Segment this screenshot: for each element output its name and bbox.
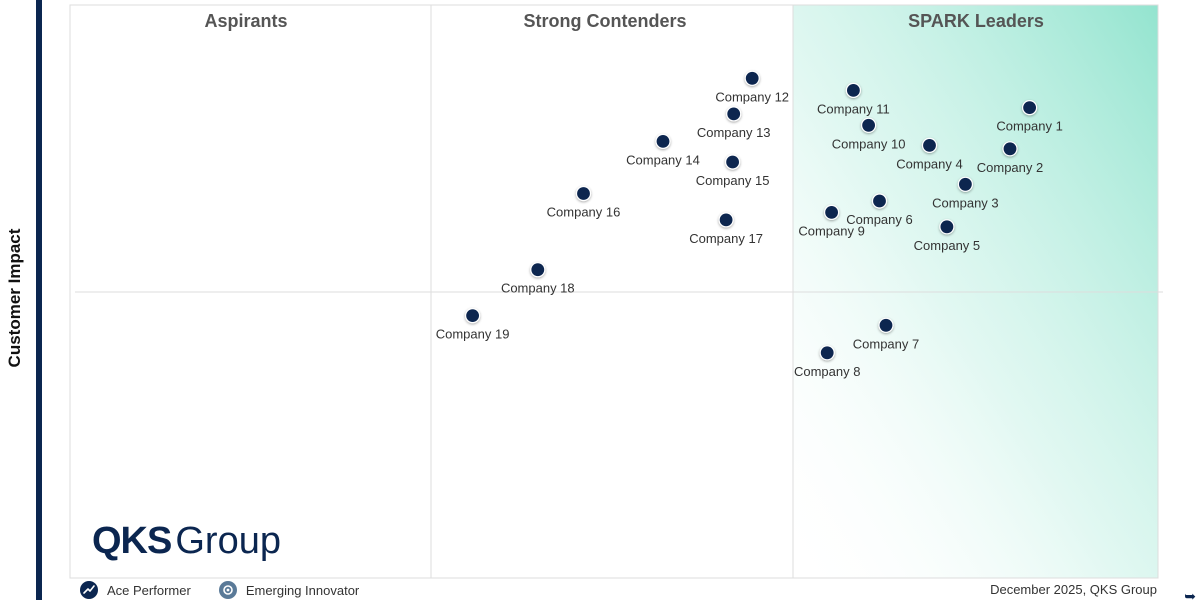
point-company-11[interactable] <box>845 82 862 99</box>
point-company-6[interactable] <box>871 193 888 209</box>
point-company-4[interactable] <box>921 137 938 153</box>
point-company-18[interactable] <box>530 262 546 278</box>
point-company-17[interactable] <box>718 212 734 228</box>
points-layer: Company 1 Company 2 Company 3 Company 4 Comp… <box>436 70 1063 379</box>
logo-bold-text: QKS <box>92 520 172 562</box>
label-company-10: Company 10 <box>832 136 906 151</box>
legend-item-ace-performer: Ace Performer <box>80 581 191 599</box>
point-company-15[interactable] <box>724 154 741 170</box>
label-company-16: Company 16 <box>547 205 621 220</box>
point-company-13[interactable] <box>726 106 742 122</box>
point-company-14[interactable] <box>655 133 671 149</box>
trend-up-icon <box>80 581 98 599</box>
point-company-10[interactable] <box>860 117 877 133</box>
legend: Ace Performer Emerging Innovator <box>80 580 387 600</box>
gear-icon <box>218 581 237 599</box>
label-company-14: Company 14 <box>626 152 700 167</box>
label-company-11: Company 11 <box>817 101 890 116</box>
point-company-7[interactable] <box>878 317 894 333</box>
logo-regular-text: Group <box>175 520 281 562</box>
point-company-5[interactable] <box>939 219 955 235</box>
qks-group-logo: QKS Group <box>92 520 281 563</box>
footer-credit: December 2025, QKS Group <box>990 582 1157 597</box>
label-company-19: Company 19 <box>436 327 510 342</box>
label-company-18: Company 18 <box>501 281 575 296</box>
label-company-3: Company 3 <box>932 195 998 210</box>
label-company-4: Company 4 <box>896 156 962 171</box>
label-company-13: Company 13 <box>697 125 771 140</box>
legend-item-emerging-innovator: Emerging Innovator <box>218 581 360 599</box>
point-company-9[interactable] <box>823 204 840 220</box>
legend-label-emerging-innovator: Emerging Innovator <box>245 582 360 598</box>
label-company-2: Company 2 <box>977 160 1043 175</box>
label-company-15: Company 15 <box>696 173 770 188</box>
point-company-2[interactable] <box>1002 141 1018 157</box>
point-company-12[interactable] <box>744 70 760 86</box>
point-company-3[interactable] <box>957 176 974 192</box>
point-company-19[interactable] <box>465 308 481 324</box>
point-company-16[interactable] <box>575 185 592 202</box>
label-company-1: Company 1 <box>996 119 1062 134</box>
corner-arrow-icon: ➥ <box>1184 588 1196 604</box>
label-company-17: Company 17 <box>689 231 763 246</box>
label-company-6: Company 6 <box>846 212 912 227</box>
label-company-5: Company 5 <box>914 238 980 253</box>
quadrant-title-strong-contenders: Strong Contenders <box>523 11 686 31</box>
label-company-12: Company 12 <box>715 89 789 104</box>
point-company-8[interactable] <box>819 345 835 361</box>
label-company-7: Company 7 <box>853 336 919 351</box>
left-accent-bar <box>36 0 42 600</box>
quadrant-title-spark-leaders: SPARK Leaders <box>908 11 1044 31</box>
quadrant-title-aspirants: Aspirants <box>204 11 287 31</box>
label-company-8: Company 8 <box>794 364 860 379</box>
label-company-9: Company 9 <box>798 223 864 238</box>
point-company-1[interactable] <box>1021 99 1038 116</box>
legend-label-ace-performer: Ace Performer <box>107 582 191 598</box>
